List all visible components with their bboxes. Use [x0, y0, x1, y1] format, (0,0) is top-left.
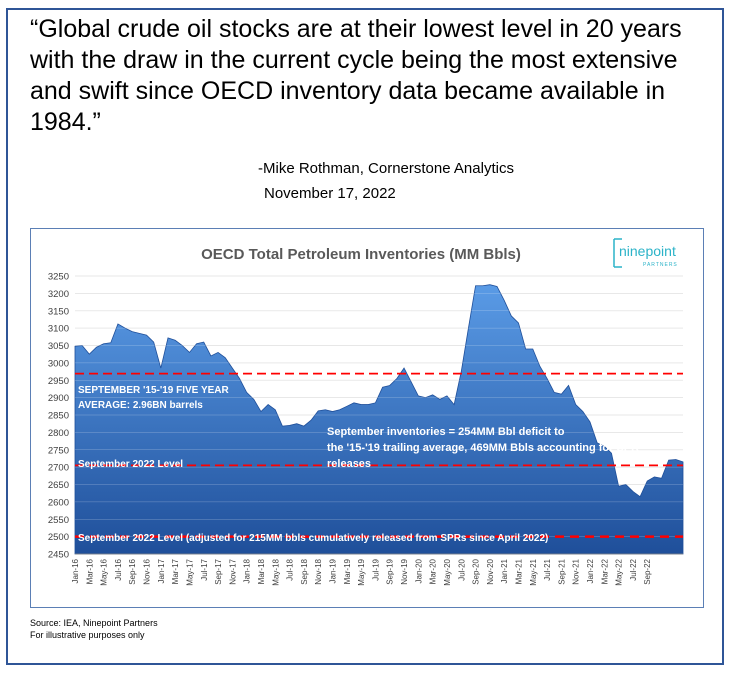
x-tick-label: Jul-19: [371, 558, 380, 580]
x-tick-label: Sep-16: [128, 558, 137, 584]
sept-2022-adjusted-label: September 2022 Level (adjusted for 215MM…: [78, 533, 548, 544]
y-tick-label: 2700: [48, 463, 69, 474]
y-tick-label: 2800: [48, 428, 69, 439]
x-tick-label: Jan-20: [414, 558, 423, 583]
x-tick-label: Jul-20: [457, 558, 466, 580]
x-tick-label: Nov-17: [228, 558, 237, 584]
deficit-annotation-line3: releases: [327, 458, 371, 470]
x-tick-label: Nov-21: [572, 558, 581, 584]
x-tick-label: May-22: [615, 558, 624, 585]
ninepoint-logo: ninepoint PARTNERS: [613, 238, 678, 268]
x-tick-label: Nov-19: [400, 558, 409, 584]
y-tick-label: 3000: [48, 358, 69, 369]
five-year-average-label-line2: AVERAGE: 2.96BN barrels: [78, 400, 203, 411]
y-tick-label: 2500: [48, 532, 69, 543]
x-tick-label: Mar-21: [514, 558, 523, 584]
deficit-annotation-line1: September inventories = 254MM Bbl defici…: [327, 426, 565, 438]
x-tick-label: Jan-22: [586, 558, 595, 583]
chart-title: OECD Total Petroleum Inventories (MM Bbl…: [201, 246, 521, 263]
x-tick-label: Nov-16: [143, 558, 152, 584]
y-tick-label: 2950: [48, 376, 69, 387]
chart-frame: OECD Total Petroleum Inventories (MM Bbl…: [30, 228, 704, 608]
x-tick-label: Mar-22: [600, 558, 609, 584]
x-tick-label: Mar-17: [171, 558, 180, 584]
inventory-chart: OECD Total Petroleum Inventories (MM Bbl…: [48, 238, 684, 586]
source-note: Source: IEA, Ninepoint Partners For illu…: [30, 617, 158, 641]
x-tick-label: May-20: [443, 558, 452, 585]
x-tick-label: Sep-20: [472, 558, 481, 584]
y-tick-label: 2550: [48, 515, 69, 526]
y-tick-label: 3100: [48, 324, 69, 335]
logo-sub: PARTNERS: [643, 262, 678, 268]
x-tick-label: Sep-21: [557, 558, 566, 584]
y-tick-label: 2450: [48, 550, 69, 561]
slide-frame: [6, 8, 724, 665]
x-tick-label: Jul-21: [543, 558, 552, 580]
x-tick-label: Sep-17: [214, 558, 223, 584]
deficit-annotation-line2: the '15-'19 trailing average, 469MM Bbls…: [327, 442, 639, 454]
x-tick-label: Jul-16: [114, 558, 123, 580]
y-tick-label: 2900: [48, 393, 69, 404]
y-tick-label: 3150: [48, 306, 69, 317]
x-tick-label: Sep-19: [386, 558, 395, 584]
inventory-area: [74, 284, 684, 555]
attribution-date: November 17, 2022: [264, 185, 396, 202]
x-tick-label: May-17: [185, 558, 194, 585]
x-tick-label: Jan-16: [71, 558, 80, 583]
x-tick-label: May-21: [529, 558, 538, 585]
x-tick-label: Mar-19: [343, 558, 352, 584]
y-tick-label: 2750: [48, 445, 69, 456]
x-tick-label: Jan-18: [243, 558, 252, 583]
five-year-average-label-line1: SEPTEMBER '15-'19 FIVE YEAR: [78, 385, 230, 396]
y-tick-label: 3200: [48, 289, 69, 300]
source-line: Source: IEA, Ninepoint Partners: [30, 618, 158, 628]
x-tick-label: Sep-22: [643, 558, 652, 584]
disclaimer-line: For illustrative purposes only: [30, 630, 145, 640]
x-tick-label: Jan-17: [157, 558, 166, 583]
y-tick-label: 2600: [48, 497, 69, 508]
y-tick-label: 2850: [48, 411, 69, 422]
logo-bracket-icon: [613, 238, 622, 268]
attribution-name: -Mike Rothman, Cornerstone Analytics: [258, 160, 514, 177]
y-tick-label: 3050: [48, 341, 69, 352]
x-tick-label: Mar-20: [429, 558, 438, 584]
logo-word: ninepoint: [619, 243, 676, 259]
x-tick-label: Jan-19: [329, 558, 338, 583]
x-tick-label: Jul-18: [286, 558, 295, 580]
y-tick-label: 3250: [48, 272, 69, 283]
x-tick-label: Jul-22: [629, 558, 638, 580]
sept-2022-level-label: September 2022 Level: [78, 459, 183, 470]
x-tick-label: Sep-18: [300, 558, 309, 584]
x-tick-label: Nov-20: [486, 558, 495, 584]
x-tick-label: Mar-16: [85, 558, 94, 584]
x-tick-label: May-19: [357, 558, 366, 585]
x-tick-label: May-18: [271, 558, 280, 585]
x-tick-label: Nov-18: [314, 558, 323, 584]
x-tick-label: Jul-17: [200, 558, 209, 580]
x-tick-label: Jan-21: [500, 558, 509, 583]
quote-text: “Global crude oil stocks are at their lo…: [30, 15, 682, 136]
y-tick-label: 2650: [48, 480, 69, 491]
x-tick-label: Mar-18: [257, 558, 266, 584]
x-tick-label: May-16: [100, 558, 109, 585]
